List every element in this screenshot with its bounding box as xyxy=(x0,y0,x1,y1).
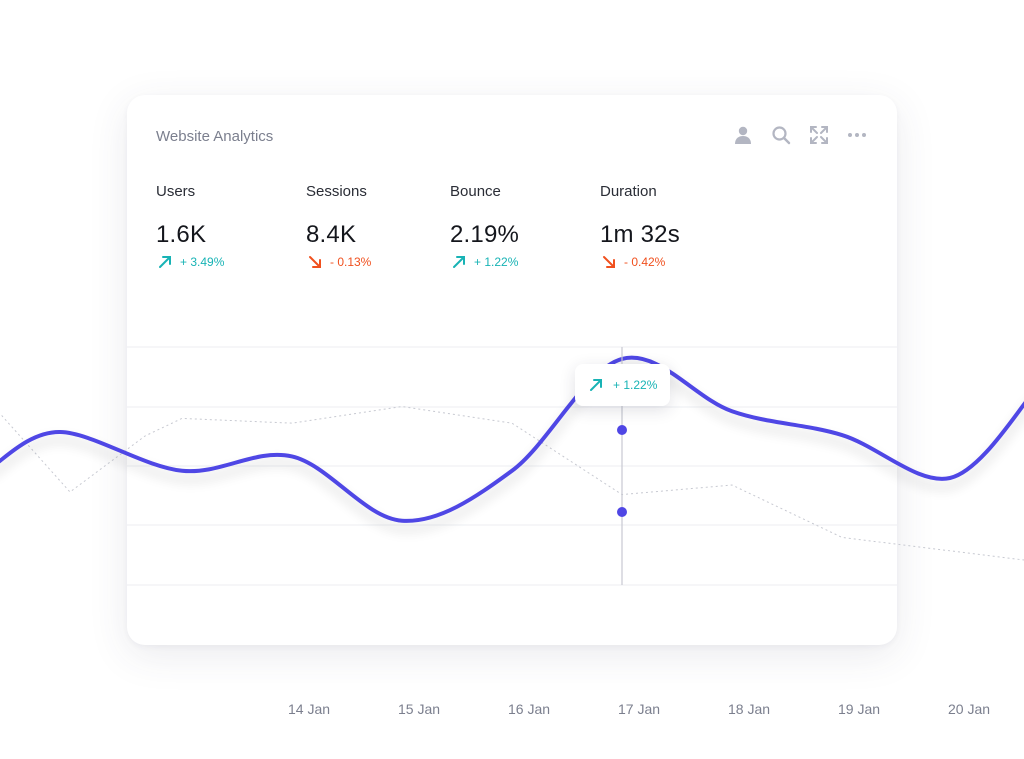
stats-row: Users 1.6K + 3.49% Sessions 8.4K - 0.13% xyxy=(156,183,856,283)
card-title: Website Analytics xyxy=(156,128,274,145)
stat-change: + 1.22% xyxy=(450,253,519,271)
x-tick-label: 20 Jan xyxy=(947,701,991,717)
analytics-card: Website Analytics xyxy=(127,95,990,717)
x-tick-label: 16 Jan xyxy=(507,701,551,717)
x-tick-label: 18 Jan xyxy=(727,701,771,717)
x-tick-label: 15 Jan xyxy=(397,701,441,717)
x-tick-label: 14 Jan xyxy=(287,701,331,717)
stat-value: 2.19% xyxy=(450,221,520,248)
stat-change: + 3.49% xyxy=(156,253,224,271)
arrow-down-icon xyxy=(306,253,324,271)
x-axis-labels: 14 Jan 15 Jan 16 Jan 17 Jan 18 Jan 19 Jan 20 J… xyxy=(254,701,1024,721)
stat-users: Users 1.6K + 3.49% xyxy=(156,183,224,271)
user-icon xyxy=(735,126,751,144)
stat-label: Bounce xyxy=(450,183,501,200)
more-icon xyxy=(848,133,866,137)
stat-label: Users xyxy=(156,183,196,200)
stat-bounce: Bounce 2.19% + 1.22% xyxy=(450,183,519,271)
stat-change-text: + 1.22% xyxy=(474,255,519,269)
stat-label: Duration xyxy=(600,183,657,200)
arrow-up-icon xyxy=(587,376,605,394)
stat-change: - 0.42% xyxy=(600,253,680,271)
stat-sessions: Sessions 8.4K - 0.13% xyxy=(306,183,371,271)
expand-button[interactable] xyxy=(807,123,831,147)
search-button[interactable] xyxy=(769,123,793,147)
stat-value: 1m 32s xyxy=(600,221,680,248)
tooltip-text: + 1.22% xyxy=(613,378,658,392)
stat-duration: Duration 1m 32s - 0.42% xyxy=(600,183,680,271)
stat-label: Sessions xyxy=(306,183,367,200)
stat-change-text: - 0.42% xyxy=(624,255,666,269)
stat-change-text: + 3.49% xyxy=(180,255,225,269)
stat-change-text: - 0.13% xyxy=(330,255,372,269)
x-tick-label: 19 Jan xyxy=(837,701,881,717)
stat-value: 8.4K xyxy=(306,221,357,248)
stat-change: - 0.13% xyxy=(306,253,371,271)
search-icon xyxy=(772,126,791,145)
hover-tooltip: + 1.22% xyxy=(575,364,670,406)
expand-icon xyxy=(810,126,828,144)
stat-value: 1.6K xyxy=(156,221,207,248)
more-button[interactable] xyxy=(845,123,869,147)
user-button[interactable] xyxy=(731,123,755,147)
arrow-down-icon xyxy=(600,253,618,271)
card-toolbar xyxy=(731,123,869,147)
arrow-up-icon xyxy=(156,253,174,271)
arrow-up-icon xyxy=(450,253,468,271)
x-tick-label: 17 Jan xyxy=(617,701,661,717)
